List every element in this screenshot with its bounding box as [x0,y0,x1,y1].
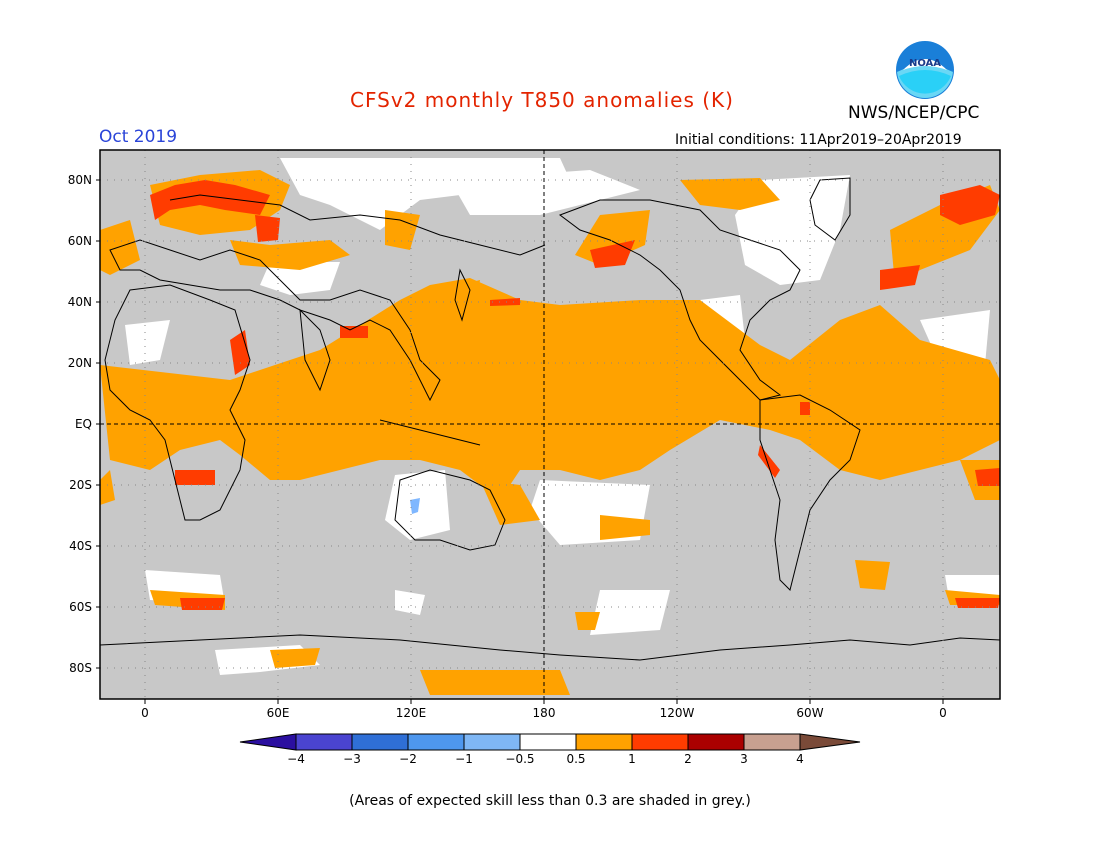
map-title: CFSv2 monthly T850 anomalies (K) [350,88,734,112]
colorbar-segment-gt-4 [799,733,861,751]
lat-label-60n: 60N [67,234,92,248]
colorbar [239,733,861,751]
noaa-logo-text: NOAA [909,58,941,69]
lon-label-60e: 60E [266,706,290,720]
agency-label: NWS/NCEP/CPC [848,103,980,123]
colorbar-segment-1-2 [631,733,689,751]
noaa-logo-icon: NOAA [896,41,954,99]
colorbar-tick-neg05: −0.5 [505,752,535,766]
colorbar-segment-1-05 [463,733,521,751]
colorbar-tick-neg3: −3 [343,752,361,766]
colorbar-tick-neg2: −2 [399,752,417,766]
colorbar-tick-4: 4 [796,752,804,766]
colorbar-segment-2-3 [687,733,745,751]
map-frame [99,149,1001,700]
colorbar-segment-lt-4 [239,733,297,751]
lon-label-60w: 60W [796,706,824,720]
lon-label-120w: 120W [659,706,695,720]
orange-anomaly-areas [100,170,1000,695]
lon-label-180: 180 [532,706,556,720]
colorbar-tick-1: 1 [628,752,636,766]
skill-footnote: (Areas of expected skill less than 0.3 a… [349,793,751,809]
lat-label-20n: 20N [67,356,92,370]
colorbar-tick-3: 3 [740,752,748,766]
colorbar-tick-05: 0.5 [566,752,586,766]
lat-label-60s: 60S [69,600,92,614]
colorbar-tick-neg4: −4 [287,752,305,766]
map-background-grey [100,150,1000,699]
initial-conditions: Initial conditions: 11Apr2019–20Apr2019 [675,132,962,148]
white-anomaly-areas [125,158,1000,675]
lat-label-eq: EQ [74,417,92,431]
lon-label-120e: 120E [395,706,427,720]
colorbar-segment-3-2 [351,733,409,751]
colorbar-segment-05-05 [519,733,577,751]
lon-label-0-east: 0 [939,706,947,720]
lat-label-20s: 20S [69,478,92,492]
colorbar-tick-2: 2 [684,752,692,766]
axis-ticks [96,179,944,704]
colorbar-segment-05-1 [575,733,633,751]
forecast-month: Oct 2019 [99,127,178,147]
lon-label-0: 0 [141,706,149,720]
graticule [100,150,1000,699]
colorbar-segment-4-3 [295,733,353,751]
colorbar-segment-2-1 [407,733,465,751]
coastlines [99,177,1001,661]
lat-label-80s: 80S [69,661,92,675]
lat-label-40s: 40S [69,539,92,553]
lat-label-40n: 40N [67,295,92,309]
colorbar-segment-3-4 [743,733,801,751]
blue-anomaly-area [410,498,420,514]
colorbar-tick-neg1: −1 [455,752,473,766]
lat-label-80n: 80N [67,173,92,187]
red-anomaly-areas [150,180,1000,610]
